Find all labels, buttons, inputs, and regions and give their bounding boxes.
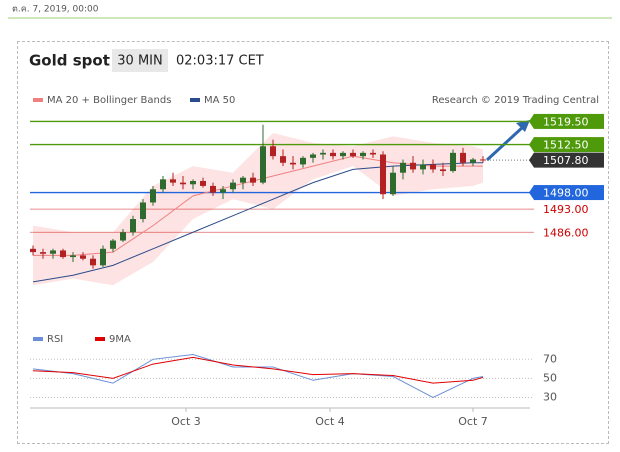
y-tick-label: 30 [543, 390, 557, 403]
level-box [534, 113, 604, 129]
candle-body [210, 185, 216, 193]
arrow [485, 124, 526, 162]
candle-body [430, 164, 436, 170]
candle-body [100, 248, 106, 266]
line [32, 356, 484, 384]
candle-body [460, 152, 466, 163]
arrow-head [516, 120, 530, 132]
candle-body [330, 152, 336, 157]
legend-label: MA 20 + Bollinger Bands [47, 95, 171, 106]
candle-body [220, 189, 226, 193]
candle-body [110, 240, 116, 249]
candle-body [320, 152, 326, 155]
candle-body [170, 179, 176, 183]
y-tick-label: 70 [543, 352, 557, 365]
candle-body [420, 164, 426, 170]
timeframe-box [112, 49, 168, 72]
candle-body [180, 182, 186, 185]
date: ต.ค. 7, 2019, 00:00 [12, 5, 99, 15]
candle-body [160, 179, 166, 190]
time: 02:03:17 CET [176, 54, 264, 69]
legend-swatch [33, 337, 43, 341]
credit: Research © 2019 Trading Central [432, 95, 599, 106]
line [32, 354, 484, 399]
bollinger-band [33, 133, 483, 286]
candle-body [120, 232, 126, 241]
candle-body [200, 180, 206, 186]
candle-body [390, 172, 396, 195]
candle-body [70, 255, 76, 258]
x-tick-label: Oct 3 [171, 415, 201, 428]
candle-body [440, 169, 446, 172]
candle-body [140, 202, 146, 220]
level-label: 1493.00 [543, 203, 589, 216]
candle-body [60, 250, 66, 258]
x-tick-label: Oct 7 [458, 415, 488, 428]
candle-body [340, 152, 346, 157]
candle-body [130, 219, 136, 233]
level-label: 1512.50 [543, 139, 589, 152]
candle-body [240, 177, 246, 183]
candle-body [480, 159, 486, 161]
x-tick-label: Oct 4 [315, 415, 345, 428]
candle-body [80, 255, 86, 259]
level-label: 1507.80 [543, 154, 589, 167]
candle-body [450, 152, 456, 172]
candle-body [270, 146, 276, 157]
candle-body [410, 162, 416, 170]
y-tick-label: 50 [543, 371, 557, 384]
level-box-tip [529, 113, 534, 129]
candle-body [250, 177, 256, 183]
legend-swatch [190, 98, 200, 102]
candle-body [300, 157, 306, 165]
level-label: 1519.50 [543, 115, 589, 128]
legend-swatch [33, 98, 43, 102]
candle-body [380, 154, 386, 195]
candle-body [230, 182, 236, 190]
level-box [534, 137, 604, 153]
legend-label: 9MA [109, 334, 131, 345]
candle-body [190, 180, 196, 185]
candle-body [360, 152, 366, 157]
chart-frame [17, 41, 609, 444]
candle-body [30, 248, 36, 253]
legend-label: MA 50 [204, 95, 235, 106]
candle-body [90, 258, 96, 266]
candle-body [350, 152, 356, 157]
candle-body [150, 189, 156, 203]
legend-label: RSI [47, 334, 63, 345]
level-box-tip [529, 185, 534, 201]
timeframe: 30 MIN [117, 54, 162, 69]
level-label: 1498.00 [543, 187, 589, 200]
chart-title: Gold spot [29, 52, 110, 70]
candle-body [470, 159, 476, 163]
level-box [534, 185, 604, 201]
candle-body [290, 162, 296, 165]
candle-body [40, 252, 46, 254]
candle-body [400, 162, 406, 173]
level-box-tip [529, 152, 534, 168]
candle-body [280, 156, 286, 163]
candle-body [370, 152, 376, 155]
level-label: 1486.00 [543, 226, 589, 239]
level-box-tip [529, 137, 534, 153]
legend-swatch [95, 337, 105, 341]
candle-body [50, 250, 56, 254]
candle-body [260, 146, 266, 183]
candle-body [310, 154, 316, 158]
level-box [534, 152, 604, 168]
